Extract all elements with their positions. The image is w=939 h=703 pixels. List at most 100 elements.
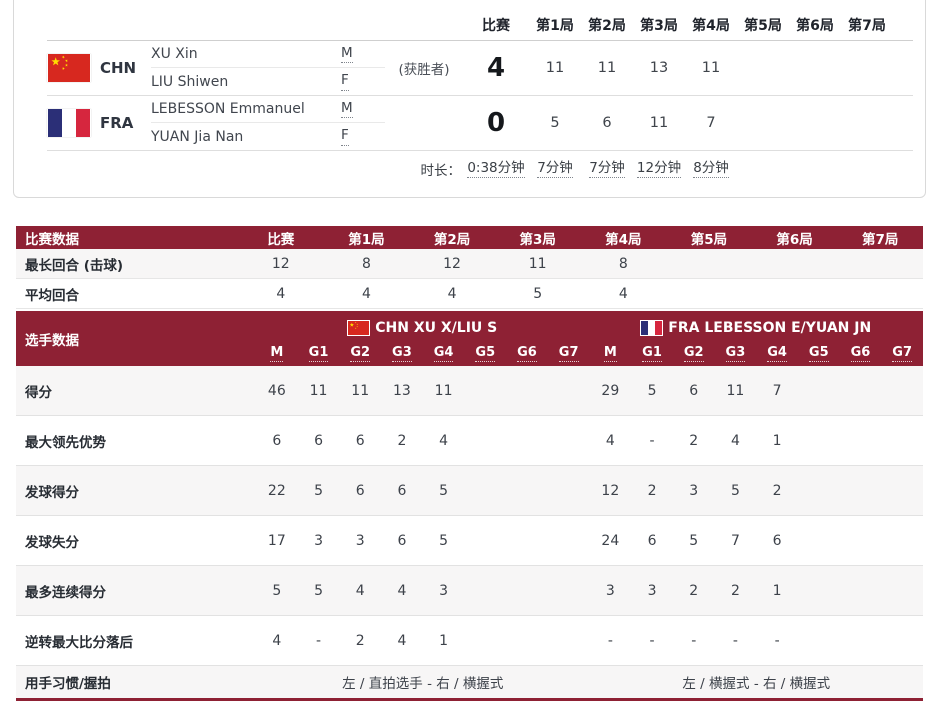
match-stats-row: 最长回合 (击球) 12 8 12 11 8 [16,249,923,279]
game-score: 11 [597,60,617,76]
stat-value-fra: 3 [605,582,615,599]
player-gender: M [341,41,385,68]
game-duration: 7分钟 [529,160,581,179]
stat-value-fra: 2 [772,482,782,499]
stat-value-fra: - [649,632,655,649]
flag-china-icon [347,320,371,336]
stat-value-chn: 13 [392,382,411,399]
match-duration: 0:38分钟 [463,160,529,179]
stat-value-chn: 11 [309,382,328,399]
sub-col-header: G3 [715,341,757,366]
team-code: CHN [100,59,137,77]
sub-col-header: G4 [423,341,465,366]
sub-col-header: G7 [548,341,590,366]
sub-col-header: G5 [464,341,506,366]
player-stats-row: 逆转最大比分落后 4 - 2 4 1 - - - - - [16,616,923,666]
stat-value-chn: 2 [397,432,407,449]
game-duration: 7分钟 [581,160,633,179]
stat-label: 发球得分 [25,484,79,501]
player-gender: F [341,123,385,150]
winner-note [385,96,463,150]
match-stats-col-header: 第4局 [605,231,642,248]
match-stats-col-header: 第6局 [776,231,813,248]
match-score: 4 [486,53,506,83]
score-col-header: 第1局 [536,18,574,34]
stat-value-chn: 17 [267,532,286,549]
stat-value-fra: 3 [647,582,657,599]
stat-label: 最长回合 (击球) [25,257,124,274]
stat-value-chn: 22 [267,482,286,499]
flag-france-icon [48,109,90,137]
stat-value-fra: 29 [601,382,620,399]
match-stats-col-header: 第2局 [433,231,471,248]
sub-col-header: M [590,341,632,366]
match-stats-col-header: 第7局 [861,231,899,248]
stat-value-chn: 5 [439,532,449,549]
stat-value-chn: 4 [272,632,282,649]
player-name: LEBESSON Emmanuel [151,96,341,123]
stat-label: 发球失分 [25,534,79,551]
stat-value-fra: 3 [689,482,699,499]
stat-value-fra: 7 [730,532,740,549]
stat-value-fra: 4 [730,432,740,449]
game-score: 5 [550,115,560,131]
stat-value: 12 [443,255,461,272]
hand-grip-chn: 左 / 直拍选手 - 右 / 横握式 [342,676,504,692]
sub-col-header: G6 [840,341,882,366]
stat-value-chn: 3 [439,582,449,599]
stat-value-chn: 4 [355,582,365,599]
game-score: 13 [649,60,669,76]
score-col-header: 第5局 [744,18,782,34]
team-group-header-chn: CHN XU X/LIU S [256,311,590,341]
stat-value-chn: 4 [439,432,449,449]
match-stats-title: 比赛数据 [25,231,79,248]
stat-value-fra: 2 [730,582,740,599]
stat-value-fra: 6 [647,532,657,549]
match-stats-col-header: 第1局 [348,231,385,248]
match-stats-col-header: 第3局 [519,231,556,248]
stat-value-chn: 1 [439,632,449,649]
player-gender: F [341,68,385,95]
game-score [841,41,893,95]
score-col-header: 第3局 [640,18,678,34]
stat-value: 8 [361,255,371,272]
game-score: 11 [701,60,721,76]
stat-value: 11 [528,255,547,272]
stat-label: 逆转最大比分落后 [25,634,133,651]
match-stats-row: 平均回合 4 4 4 5 4 [16,279,923,309]
stat-value-fra: 6 [689,382,699,399]
stat-label: 最大领先优势 [25,434,106,451]
stat-value: 4 [361,285,371,302]
score-col-header: 第6局 [796,18,834,34]
stat-value-fra: - [691,632,697,649]
stat-value-chn: 46 [267,382,286,399]
stat-value-fra: 11 [726,382,745,399]
stat-value: 4 [618,285,628,302]
sub-col-header: G2 [673,341,715,366]
stat-value: 12 [271,255,290,272]
stat-value-chn: 5 [439,482,449,499]
stat-value: 5 [533,285,543,302]
scoreboard-header-row: 比赛 第1局 第2局 第3局 第4局 第5局 第6局 第7局 [47,9,913,41]
stat-label: 得分 [25,384,52,401]
match-stats-col-header: 第5局 [690,231,728,248]
stat-value-chn: 5 [272,582,282,599]
game-score [789,41,841,95]
game-score: 11 [545,60,565,76]
stat-label: 最多连续得分 [25,584,106,601]
match-stats-col-header: 比赛 [267,231,295,248]
sub-col-header: M [256,341,298,366]
team-identity: CHN [47,41,151,95]
stat-value-chn: 6 [314,432,323,449]
player-name: XU Xin [151,41,341,68]
team-code: FRA [100,114,134,132]
stat-value-chn: 4 [397,632,407,649]
stat-label: 用手习惯/握拍 [25,676,111,692]
player-stats-row: 最大领先优势 6 6 6 2 4 4 - 2 4 1 [16,416,923,466]
stat-value-chn: 3 [355,532,365,549]
player-stats-title: 选手数据 [25,332,79,349]
player-stats-row: 发球得分 22 5 6 6 5 12 2 3 5 2 [16,466,923,516]
stat-value-chn: 11 [434,382,453,399]
stat-value-chn: 3 [314,532,323,549]
stat-value-chn: 5 [314,582,323,599]
